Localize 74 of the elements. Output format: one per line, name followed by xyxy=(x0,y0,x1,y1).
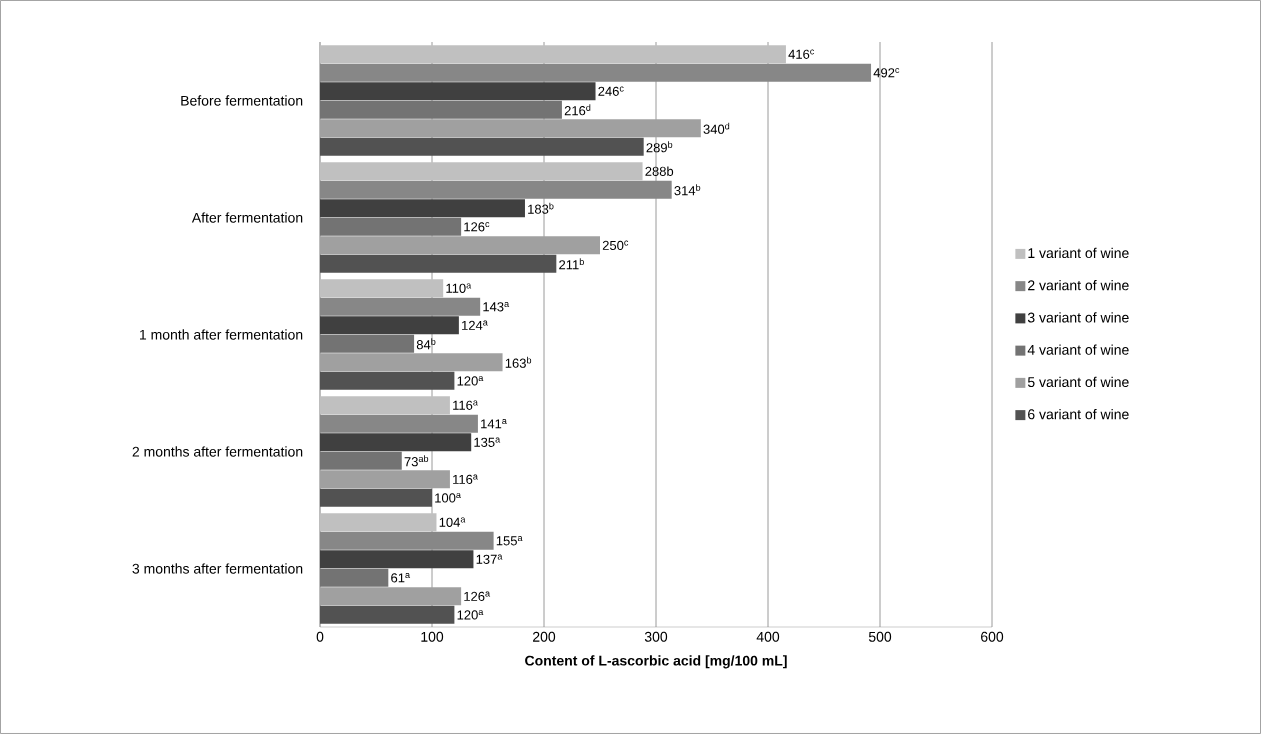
bar xyxy=(320,82,596,101)
legend-label: 5 variant of wine xyxy=(1027,376,1129,388)
bar xyxy=(320,513,437,532)
bar xyxy=(320,316,459,335)
data-label: 116$^{a}$ xyxy=(453,474,478,484)
data-label: 246$^{c}$ xyxy=(598,86,624,96)
bar xyxy=(320,279,444,298)
data-label: 183$^{b}$ xyxy=(528,202,554,214)
x-tick-label: 500 xyxy=(868,631,892,642)
data-label: 137$^{a}$ xyxy=(476,554,503,564)
bar xyxy=(320,45,786,64)
data-label: 73$^{ab}$ xyxy=(404,455,429,467)
data-label: 104$^{a}$ xyxy=(439,517,466,527)
data-label: 288b xyxy=(645,166,674,176)
x-tick-label: 100 xyxy=(421,631,444,642)
bar xyxy=(320,605,455,624)
y-tick-label: 2 months after fermentation xyxy=(132,446,303,457)
data-label: 126$^{a}$ xyxy=(464,591,491,601)
bar xyxy=(320,254,557,273)
data-label: 100$^{a}$ xyxy=(435,493,461,503)
x-tick-label: 0 xyxy=(316,631,324,642)
bar xyxy=(320,217,462,236)
bar xyxy=(320,433,472,452)
data-label: 84$^{b}$ xyxy=(416,338,436,350)
bar xyxy=(320,587,462,606)
data-label: 120$^{a}$ xyxy=(457,376,484,386)
data-label: 163$^{b}$ xyxy=(505,356,532,368)
data-label: 250$^{c}$ xyxy=(602,240,629,250)
x-axis-title: Content of L-ascorbic acid [mg/100 mL] xyxy=(525,655,787,669)
legend-label: 3 variant of wine xyxy=(1027,312,1129,323)
bar xyxy=(320,550,474,569)
bar xyxy=(320,371,455,390)
data-label: 211$^{b}$ xyxy=(559,258,584,270)
bar xyxy=(320,100,562,119)
data-label: 116$^{a}$ xyxy=(453,400,478,410)
data-label: 126$^{c}$ xyxy=(464,222,490,232)
data-label: 61$^{a}$ xyxy=(391,573,411,583)
x-tick-label: 200 xyxy=(533,631,556,642)
bar xyxy=(320,199,525,218)
bar xyxy=(320,568,389,587)
data-label: 314$^{b}$ xyxy=(674,184,701,196)
legend-label: 1 variant of wine xyxy=(1028,247,1129,259)
y-tick-label: After fermentation xyxy=(191,212,303,223)
data-label: 120$^{a}$ xyxy=(457,610,484,620)
data-label: 340$^{d}$ xyxy=(703,122,730,134)
data-label: 289$^{b}$ xyxy=(646,141,673,153)
y-tick-label: 1 month after fermentation xyxy=(140,329,303,340)
bar xyxy=(320,451,402,470)
bar xyxy=(320,470,450,489)
legend-label: 6 variant of wine xyxy=(1028,408,1129,420)
data-label: 216$^{d}$ xyxy=(564,104,591,116)
data-label: 135$^{a}$ xyxy=(474,437,501,447)
data-label: 492$^{c}$ xyxy=(873,68,900,78)
bar xyxy=(320,396,450,415)
bar xyxy=(320,119,701,138)
bar xyxy=(320,334,415,353)
data-label: 155$^{a}$ xyxy=(496,536,523,546)
legend-label: 4 variant of wine xyxy=(1027,344,1129,355)
data-label: 141$^{a}$ xyxy=(481,419,507,429)
x-tick-label: 400 xyxy=(756,631,780,642)
bar xyxy=(320,236,600,255)
data-label: 143$^{a}$ xyxy=(483,302,510,312)
bar xyxy=(320,488,432,507)
data-label: 110$^{a}$ xyxy=(446,283,472,293)
y-tick-label: Before fermentation xyxy=(181,95,303,106)
data-label: 416$^{c}$ xyxy=(788,49,815,59)
y-tick-label: 3 months after fermentation xyxy=(132,563,303,574)
bar xyxy=(320,162,643,181)
legend-label: 2 variant of wine xyxy=(1028,280,1129,291)
bar xyxy=(320,137,644,156)
bar xyxy=(320,353,503,372)
data-label: 124$^{a}$ xyxy=(462,320,488,330)
x-tick-label: 600 xyxy=(981,631,1004,642)
x-tick-label: 300 xyxy=(644,631,668,642)
